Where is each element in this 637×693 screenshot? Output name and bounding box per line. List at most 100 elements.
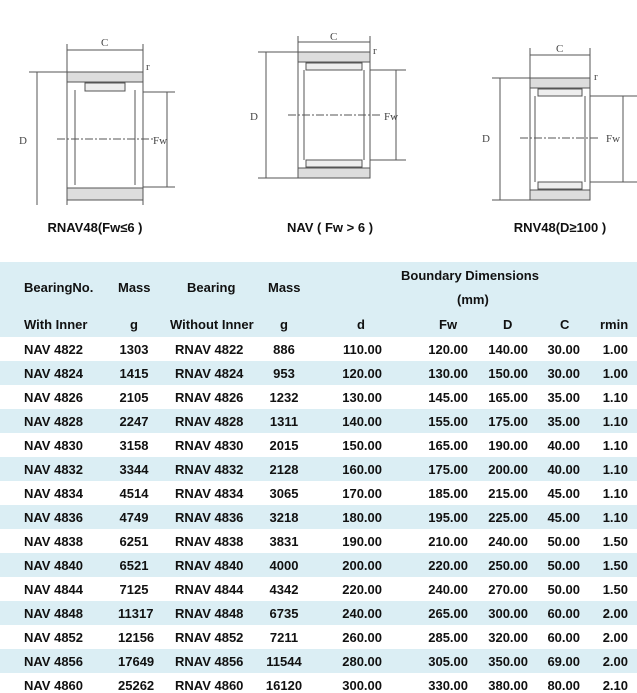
bearing-without-inner-cell: RNAV 4832 (175, 462, 244, 477)
c-cell: 30.00 (547, 366, 580, 381)
c-cell: 45.00 (547, 486, 580, 501)
fw-cell: 220.00 (428, 558, 468, 573)
outer-d-cell: 200.00 (488, 462, 528, 477)
fw-cell: 305.00 (428, 654, 468, 669)
table-row: NAV 4824 1415 RNAV 4824 953 120.00 130.00 150.… (0, 361, 637, 385)
c-cell: 40.00 (547, 438, 580, 453)
d-cell: 110.00 (342, 342, 382, 357)
table-row: NAV 4834 4514 RNAV 4834 3065 170.00 185.00 215… (0, 481, 637, 505)
dimension-c-label: C (556, 43, 563, 55)
table-row: NAV 4838 6251 RNAV 4838 3831 190.00 210.00 240… (0, 529, 637, 553)
outer-d-cell: 320.00 (488, 630, 528, 645)
bearing-no-cell: NAV 4826 (24, 390, 84, 405)
rmin-cell: 1.50 (602, 558, 628, 573)
table-row: NAV 4836 4749 RNAV 4836 3218 180.00 195.00 225… (0, 505, 637, 529)
header-bearing-no: BearingNo. (24, 280, 94, 295)
rmin-cell: 2.00 (602, 654, 628, 669)
header-g-2: g (280, 317, 288, 332)
rmin-cell: 2.10 (602, 678, 628, 693)
fw-cell: 120.00 (428, 342, 468, 357)
c-cell: 35.00 (547, 414, 580, 429)
bearing-no-cell: NAV 4822 (24, 342, 84, 357)
outer-d-cell: 250.00 (488, 558, 528, 573)
fw-cell: 210.00 (428, 534, 468, 549)
table-row: NAV 4848 11317 RNAV 4848 6735 240.00 265.00 30… (0, 601, 637, 625)
mass-with-inner-cell: 1415 (119, 366, 149, 381)
bearing-no-cell: NAV 4836 (24, 510, 84, 525)
d-cell: 220.00 (342, 582, 382, 597)
mass-without-inner-cell: 886 (273, 342, 295, 357)
mass-without-inner-cell: 7211 (269, 630, 299, 645)
bearing-without-inner-cell: RNAV 4826 (175, 390, 244, 405)
bearing-without-inner-cell: RNAV 4848 (175, 606, 244, 621)
header-boundary-dimensions: Boundary Dimensions (401, 268, 539, 283)
mass-with-inner-cell: 6251 (119, 534, 149, 549)
mass-without-inner-cell: 16120 (265, 678, 303, 693)
mass-without-inner-cell: 3831 (269, 534, 299, 549)
table-row: NAV 4822 1303 RNAV 4822 886 110.00 120.00 140.… (0, 337, 637, 361)
outer-d-cell: 270.00 (488, 582, 528, 597)
rmin-cell: 1.10 (602, 390, 628, 405)
fw-cell: 195.00 (428, 510, 468, 525)
mass-without-inner-cell: 3218 (269, 510, 299, 525)
bearing-without-inner-cell: RNAV 4852 (175, 630, 244, 645)
mass-with-inner-cell: 25262 (118, 678, 155, 693)
radius-r-label: r (373, 45, 377, 57)
table-row: NAV 4860 25262 RNAV 4860 16120 300.00 330.00 3… (0, 673, 637, 693)
d-cell: 150.00 (342, 438, 382, 453)
rmin-cell: 1.50 (602, 534, 628, 549)
mass-without-inner-cell: 1311 (269, 414, 299, 429)
fw-cell: 175.00 (428, 462, 468, 477)
fw-cell: 185.00 (428, 486, 468, 501)
fw-cell: 155.00 (428, 414, 468, 429)
bearing-without-inner-cell: RNAV 4860 (175, 678, 244, 693)
d-cell: 300.00 (342, 678, 382, 693)
c-cell: 69.00 (547, 654, 580, 669)
d-cell: 200.00 (342, 558, 382, 573)
header-bearing: Bearing (187, 280, 236, 295)
mass-with-inner-cell: 4749 (119, 510, 149, 525)
c-cell: 80.00 (547, 678, 580, 693)
c-cell: 50.00 (547, 558, 580, 573)
header-with-inner: With Inner (24, 317, 88, 332)
outer-d-cell: 225.00 (488, 510, 528, 525)
header-fw: Fw (439, 317, 458, 332)
rnav48-bearing-drawing: C D Fw r (19, 37, 175, 205)
mass-with-inner-cell: 3158 (119, 438, 149, 453)
bearing-without-inner-cell: RNAV 4836 (175, 510, 244, 525)
d-cell: 260.00 (342, 630, 382, 645)
bearing-no-cell: NAV 4848 (24, 606, 84, 621)
d-cell: 160.00 (342, 462, 382, 477)
d-cell: 240.00 (342, 606, 382, 621)
bearing-no-cell: NAV 4852 (24, 630, 84, 645)
table-row: NAV 4856 17649 RNAV 4856 11544 280.00 305.00 3… (0, 649, 637, 673)
mass-without-inner-cell: 2015 (269, 438, 299, 453)
rmin-cell: 1.10 (602, 462, 628, 477)
table-row: NAV 4852 12156 RNAV 4852 7211 260.00 285.00 32… (0, 625, 637, 649)
bearing-without-inner-cell: RNAV 4822 (175, 342, 244, 357)
bearing-without-inner-cell: RNAV 4856 (175, 654, 244, 669)
d-cell: 190.00 (342, 534, 382, 549)
mass-with-inner-cell: 6521 (119, 558, 149, 573)
outer-d-cell: 300.00 (488, 606, 528, 621)
bearing-no-cell: NAV 4834 (24, 486, 84, 501)
rmin-cell: 1.10 (602, 486, 628, 501)
d-cell: 130.00 (342, 390, 382, 405)
bearing-no-cell: NAV 4860 (24, 678, 84, 693)
rmin-cell: 1.50 (602, 582, 628, 597)
outer-d-cell: 380.00 (488, 678, 528, 693)
rmin-cell: 1.10 (602, 510, 628, 525)
c-cell: 45.00 (547, 510, 580, 525)
rmin-cell: 1.00 (602, 342, 628, 357)
fw-cell: 330.00 (428, 678, 468, 693)
outer-d-cell: 140.00 (488, 342, 528, 357)
c-cell: 60.00 (547, 630, 580, 645)
mass-with-inner-cell: 17649 (118, 654, 155, 669)
rmin-cell: 2.00 (602, 606, 628, 621)
header-mass-1: Mass (118, 280, 151, 295)
mass-with-inner-cell: 2247 (119, 414, 149, 429)
bearing-no-cell: NAV 4830 (24, 438, 84, 453)
rnv48-caption: RNV48(D≥100 ) (513, 220, 607, 235)
bearing-without-inner-cell: RNAV 4844 (175, 582, 244, 597)
